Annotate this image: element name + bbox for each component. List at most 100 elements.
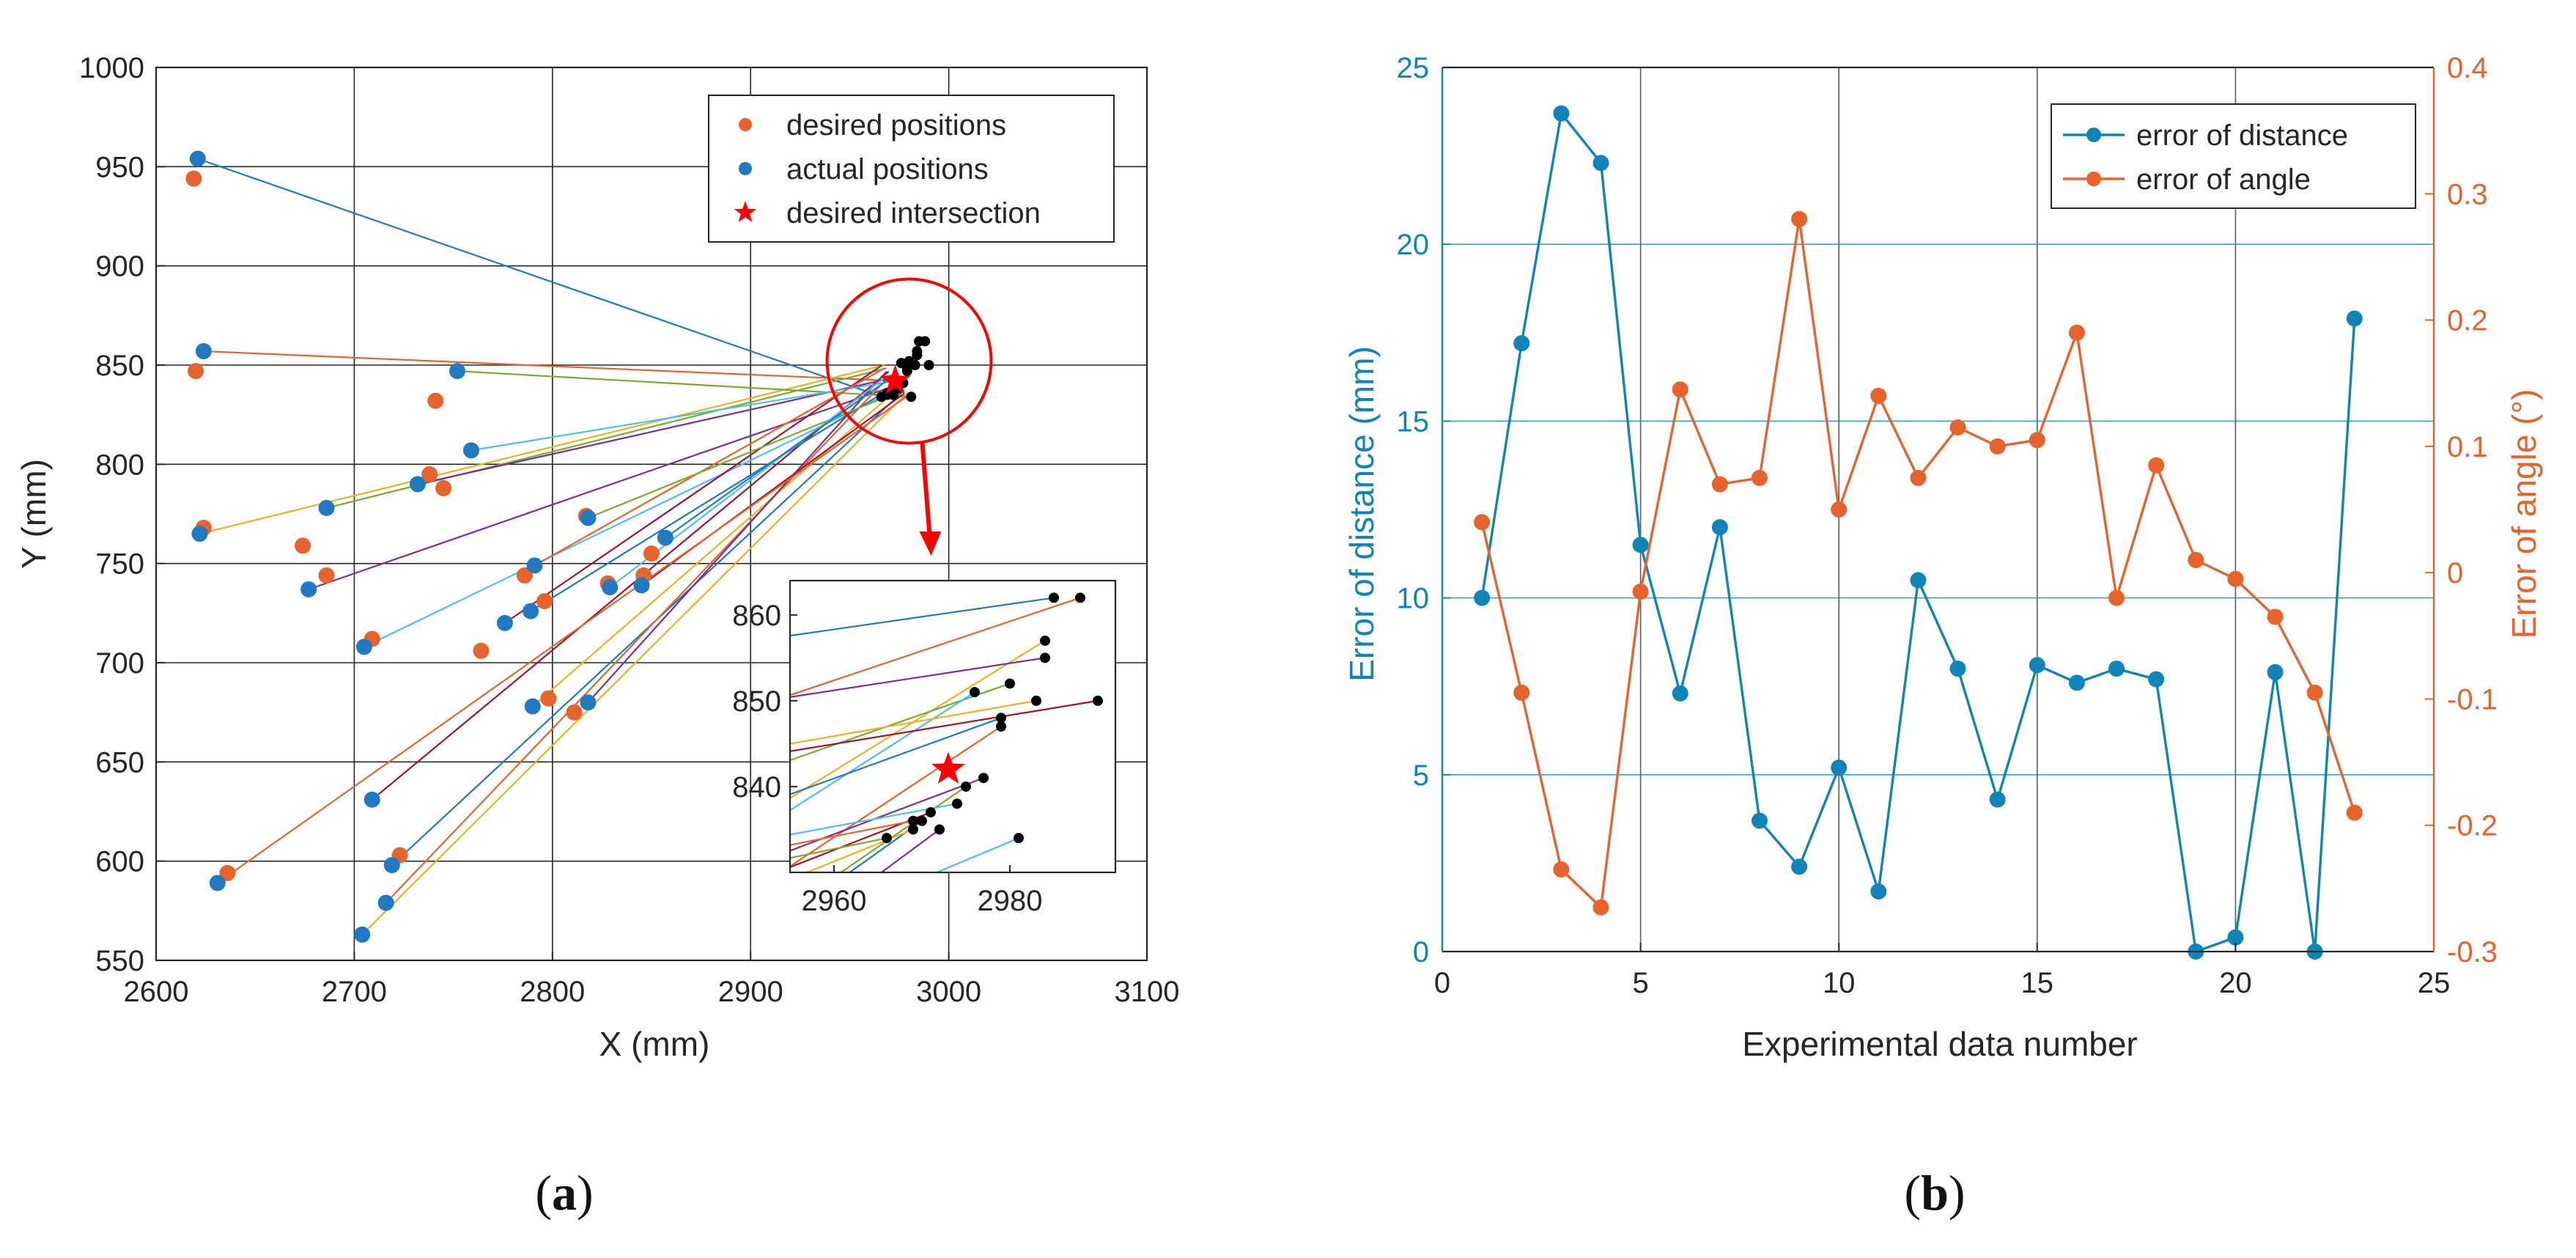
connecting-line	[363, 386, 902, 648]
panel-b-xlabel: Experimental data number	[1742, 1025, 2138, 1063]
y-tick-label: 1000	[79, 52, 144, 84]
panel-a-xlabel: X (mm)	[599, 1025, 710, 1063]
y-tick-label: 850	[95, 350, 144, 382]
y-left-tick-label: 25	[1397, 52, 1430, 84]
y-left-tick-label: 20	[1397, 229, 1430, 261]
inset-line	[790, 837, 887, 859]
inset-point	[978, 773, 989, 784]
inset-line	[790, 657, 1046, 699]
inset-line	[790, 597, 1055, 637]
x-tick-label: 0	[1434, 967, 1450, 999]
inset-line	[805, 828, 914, 872]
cluster-point	[920, 336, 931, 347]
actual-position-point	[195, 343, 212, 360]
x-tick-label: 10	[1823, 967, 1856, 999]
error-of-angle-point	[1989, 438, 2006, 455]
inset-point	[1049, 592, 1059, 603]
x-tick-label: 2900	[718, 976, 783, 1008]
panel-a-legend: desired positions actual positions desired…	[708, 95, 1115, 243]
actual-position-point	[580, 510, 597, 526]
actual-position-point	[523, 603, 539, 619]
inset-line	[790, 699, 1099, 752]
inset-point	[961, 781, 971, 792]
inset-point	[1093, 695, 1103, 706]
cluster-point	[887, 389, 898, 400]
y-tick-label: 950	[95, 151, 144, 183]
actual-position-point	[524, 698, 541, 715]
connecting-line	[308, 383, 900, 590]
x-tick-label: 3000	[916, 976, 981, 1008]
inset-frame	[789, 579, 1117, 874]
actual-position-point	[657, 529, 673, 546]
inset-line	[848, 820, 923, 872]
legend-dot-icon	[739, 118, 752, 131]
actual-position-point	[318, 499, 335, 516]
inset-line	[790, 597, 1081, 696]
actual-position-point	[191, 526, 208, 542]
error-of-angle-point	[1791, 210, 1808, 227]
desired-position-point	[540, 690, 557, 707]
error-of-angle-point	[2346, 804, 2363, 821]
error-of-distance-point	[1870, 883, 1887, 900]
desired-position-point	[295, 537, 311, 554]
x-tick-label: 25	[2418, 967, 2451, 999]
callout-arrow-shaft	[920, 443, 932, 536]
y-right-tick-label: 0.2	[2447, 305, 2488, 337]
callout-arrow-head	[919, 531, 942, 556]
error-of-angle-point	[1632, 583, 1649, 600]
legend-dot-icon	[2086, 172, 2101, 186]
legend-star-icon	[734, 201, 757, 222]
connecting-line	[470, 380, 896, 452]
panel-b-series	[1474, 105, 2363, 960]
panel-a-legend-entry: desired intersection	[786, 197, 1041, 229]
callout-circle	[825, 277, 993, 445]
error-of-angle-point	[1949, 419, 1966, 436]
error-of-angle-point	[1672, 381, 1689, 398]
error-of-angle-point	[1553, 861, 1570, 878]
inset-point	[1031, 695, 1041, 706]
y-right-tick-label: 0	[2447, 557, 2463, 589]
y-left-tick-label: 15	[1397, 405, 1430, 438]
panel-b-ylabel-left: Error of distance (mm)	[1343, 346, 1381, 682]
error-of-angle-point	[1711, 476, 1728, 493]
error-of-distance-point	[1711, 519, 1728, 536]
desired-position-point	[516, 567, 533, 584]
error-of-distance-point	[2108, 661, 2125, 677]
error-of-distance-point	[1672, 685, 1689, 702]
error-of-angle-point	[2029, 432, 2045, 449]
x-tick-label: 5	[1632, 967, 1648, 999]
panel-a-points	[185, 150, 934, 943]
actual-position-point	[526, 557, 543, 574]
x-tick-label: 15	[2021, 967, 2054, 999]
x-tick-label: 20	[2219, 967, 2252, 999]
y-tick-label: 800	[95, 449, 144, 481]
error-of-angle-point	[2188, 551, 2204, 568]
y-tick-label: 650	[95, 746, 144, 779]
inset-x-tick-label: 2960	[802, 885, 867, 917]
error-of-distance-point	[2267, 663, 2284, 680]
inset-point	[917, 815, 927, 826]
error-of-distance-point	[1791, 858, 1808, 875]
connecting-line	[665, 377, 892, 539]
error-of-angle-point	[2306, 684, 2323, 701]
panel-b-legend-entry: error of angle	[2136, 163, 2311, 196]
inset-star	[931, 751, 965, 784]
actual-position-point	[409, 476, 426, 493]
y-tick-label: 600	[95, 846, 144, 878]
error-of-distance-point	[1474, 589, 1491, 606]
desired-intersection-star	[879, 364, 911, 394]
connecting-line	[588, 389, 902, 519]
actual-position-point	[602, 579, 619, 596]
x-tick-label: 2700	[322, 976, 387, 1008]
error-of-distance-point	[1553, 105, 1570, 122]
inset-y-tick-label: 860	[732, 600, 781, 632]
connecting-line	[203, 350, 898, 382]
inset-y-tick-label: 840	[732, 771, 781, 803]
panel-b-legend-box	[2051, 103, 2416, 209]
inset-background	[790, 581, 1115, 872]
actual-position-point	[363, 791, 380, 808]
error-of-angle-point	[2267, 608, 2284, 625]
actual-position-point	[496, 614, 513, 631]
legend-dot-icon	[2086, 128, 2101, 142]
cluster-point	[912, 350, 923, 361]
